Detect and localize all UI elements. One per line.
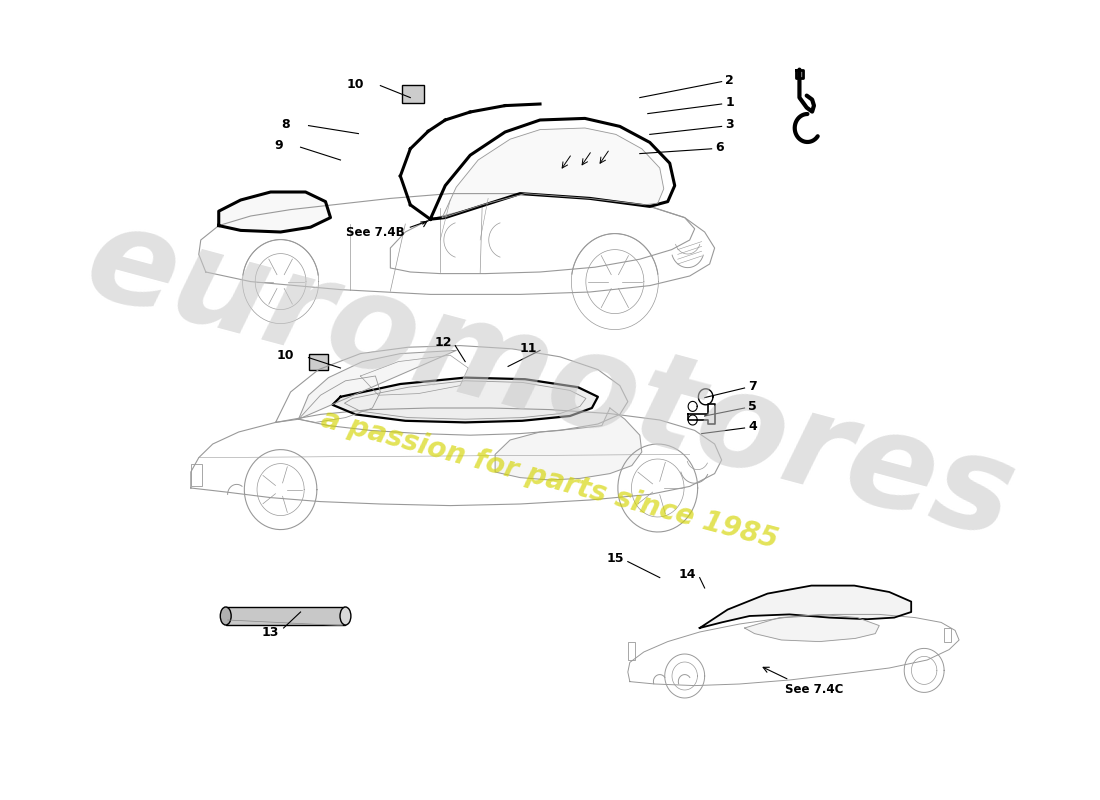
FancyBboxPatch shape xyxy=(308,354,329,370)
Bar xyxy=(190,463,201,486)
Polygon shape xyxy=(298,350,456,419)
Ellipse shape xyxy=(340,607,351,625)
Text: 1: 1 xyxy=(725,96,734,109)
Polygon shape xyxy=(332,378,598,422)
Text: 10: 10 xyxy=(346,78,364,90)
Text: See 7.4C: See 7.4C xyxy=(785,683,844,696)
Text: 15: 15 xyxy=(606,552,624,565)
FancyBboxPatch shape xyxy=(403,86,425,103)
Text: 14: 14 xyxy=(679,568,696,581)
Polygon shape xyxy=(442,128,663,218)
Bar xyxy=(944,627,952,642)
Text: a passion for parts since 1985: a passion for parts since 1985 xyxy=(319,406,781,554)
Text: 10: 10 xyxy=(277,350,295,362)
Text: 11: 11 xyxy=(519,342,537,354)
Text: 9: 9 xyxy=(274,139,283,152)
Bar xyxy=(628,642,635,660)
Bar xyxy=(226,607,345,625)
Text: 8: 8 xyxy=(282,118,290,130)
Polygon shape xyxy=(745,614,879,642)
Polygon shape xyxy=(700,586,911,628)
Ellipse shape xyxy=(220,607,231,625)
Text: 3: 3 xyxy=(725,118,734,131)
Text: 13: 13 xyxy=(262,626,279,638)
Polygon shape xyxy=(495,408,641,480)
Text: 5: 5 xyxy=(748,400,757,413)
Text: 6: 6 xyxy=(715,141,724,154)
Text: 2: 2 xyxy=(725,74,734,86)
Text: 4: 4 xyxy=(748,420,757,433)
Polygon shape xyxy=(219,192,330,232)
Text: See 7.4B: See 7.4B xyxy=(346,226,405,238)
Text: 12: 12 xyxy=(434,336,452,349)
Text: 7: 7 xyxy=(748,380,757,393)
Text: euromotores: euromotores xyxy=(73,195,1027,565)
